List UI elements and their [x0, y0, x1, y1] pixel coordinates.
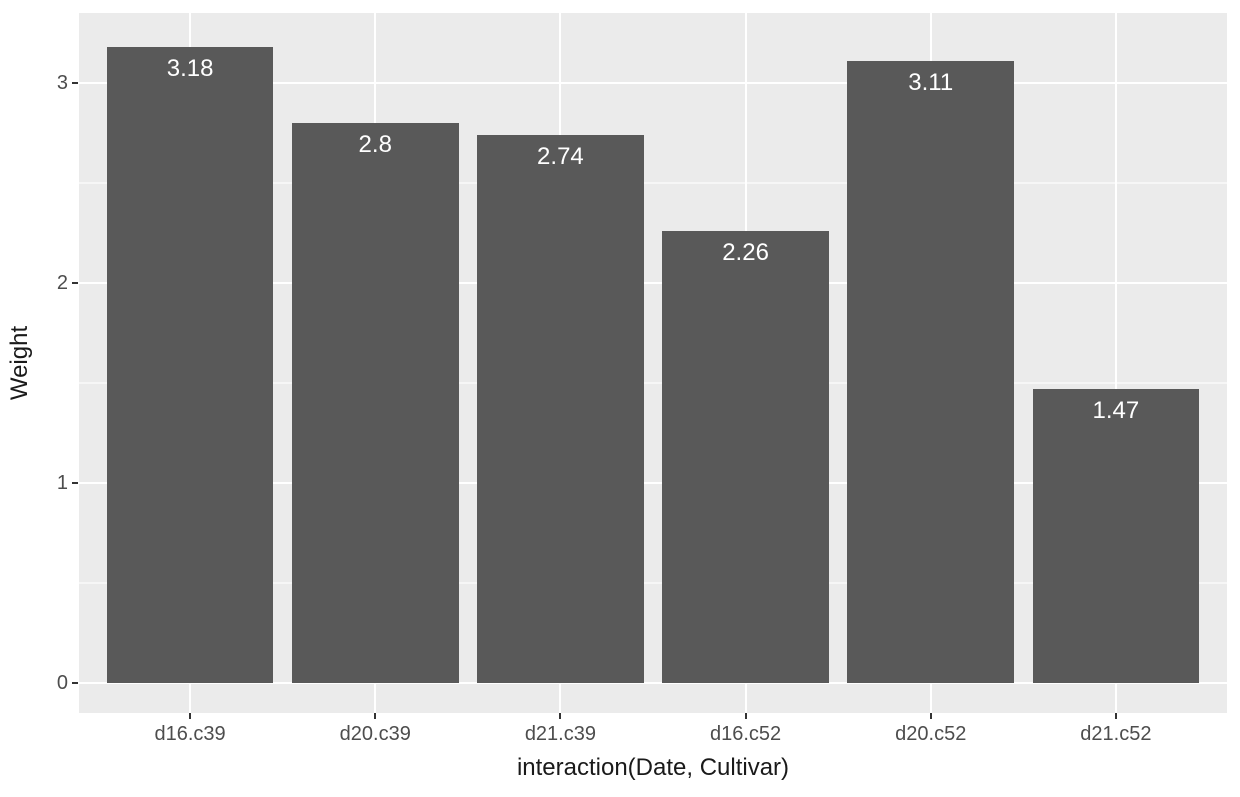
x-tick-label-d20.c39: d20.c39 [339, 723, 411, 745]
gridline-minor [79, 382, 1227, 384]
x-tick-label-d16.c39: d16.c39 [154, 723, 226, 745]
bar-d16.c52 [662, 231, 829, 683]
y-tick-label: 2 [56, 272, 68, 294]
bar-value-label: 1.47 [1092, 397, 1140, 424]
bar-value-label: 2.8 [358, 131, 392, 158]
y-tick-label: 1 [56, 472, 68, 494]
x-tick-mark [559, 713, 562, 719]
x-tick-label-d20.c52: d20.c52 [895, 723, 967, 745]
gridline-major-vertical [1114, 13, 1117, 713]
y-tick-mark [72, 82, 78, 84]
bar-d16.c39 [106, 47, 274, 683]
bar-value-label: 3.18 [166, 55, 214, 82]
bar-d20.c39 [291, 123, 459, 683]
y-tick-label: 3 [56, 72, 68, 94]
y-tick-mark [72, 482, 78, 484]
x-tick-mark [1114, 713, 1117, 719]
x-axis-title: interaction(Date, Cultivar) [516, 754, 790, 781]
x-tick-mark [929, 713, 932, 719]
bar-value-label: 2.26 [722, 239, 769, 266]
bar-d21.c52 [1032, 389, 1200, 683]
x-tick-label-d21.c39: d21.c39 [524, 723, 596, 745]
x-tick-mark [374, 713, 377, 719]
gridline-major [79, 282, 1227, 284]
y-tick-mark [72, 682, 78, 684]
bar-value-label: 2.74 [537, 143, 584, 170]
x-tick-label-d16.c52: d16.c52 [709, 723, 782, 745]
gridline-major [79, 482, 1227, 484]
gridline-major [79, 82, 1227, 84]
gridline-minor [79, 582, 1227, 584]
y-tick-label: 0 [56, 672, 68, 694]
bar-d20.c52 [847, 61, 1015, 683]
gridline-minor [79, 182, 1227, 184]
x-tick-mark [744, 713, 747, 719]
y-tick-mark [72, 282, 78, 284]
x-tick-mark [189, 713, 192, 719]
x-tick-label-d21.c52: d21.c52 [1080, 723, 1152, 745]
gridline-major [79, 682, 1227, 684]
bar-value-label: 3.11 [908, 69, 954, 96]
y-axis-title: Weight [6, 325, 33, 401]
bar-d21.c39 [477, 135, 644, 683]
plot-panel: 3.18 2.8 2.74 2.26 3.11 1.47 [79, 13, 1227, 713]
